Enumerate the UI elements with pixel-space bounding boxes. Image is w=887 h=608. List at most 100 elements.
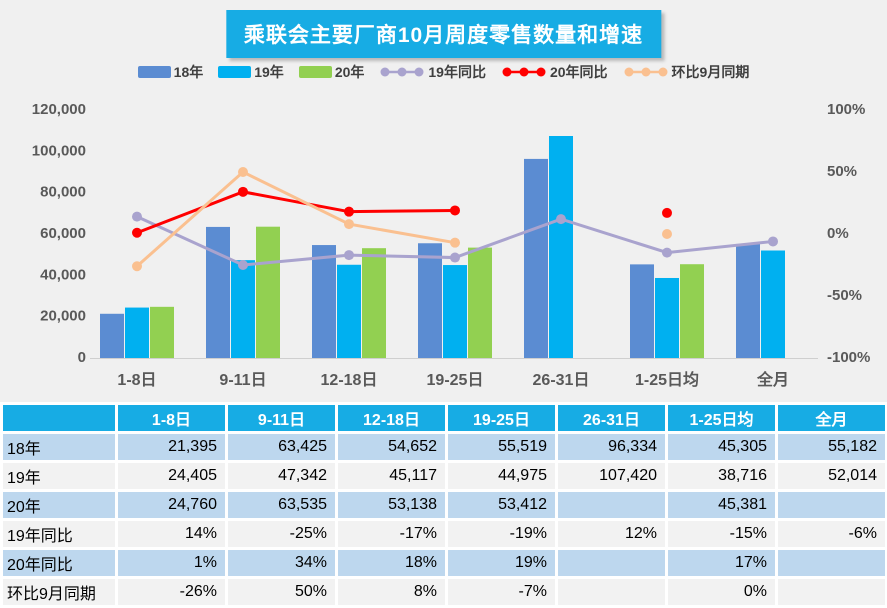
table-cell: 107,420 xyxy=(558,463,665,489)
table-cell: 44,975 xyxy=(448,463,555,489)
left-axis-tick-label: 80,000 xyxy=(40,184,86,201)
chart-section: 0 20,000 40,000 60,000 80,000 100,000 120,000 1… xyxy=(0,0,887,402)
table-header-row: 1-8日 9-11日 12-18日 19-25日 26-31日 1-25日均 全月 xyxy=(3,405,885,431)
table-cell: 0% xyxy=(668,579,775,605)
combo-chart: 0 20,000 40,000 60,000 80,000 100,000 120,000 1… xyxy=(32,101,871,389)
row-label: 20年同比 xyxy=(3,550,115,576)
legend-label: 环比9月同期 xyxy=(671,64,750,80)
bar-segment-2-1 xyxy=(256,226,280,358)
row-label: 19年 xyxy=(3,463,115,489)
data-table-section: 1-8日 9-11日 12-18日 19-25日 26-31日 1-25日均 全月 18年 2… xyxy=(0,402,887,608)
bar-segment-2-3 xyxy=(468,247,492,358)
data-point-0-4 xyxy=(556,214,566,225)
left-axis-tick-label: 0 xyxy=(78,349,86,366)
table-cell: 55,182 xyxy=(778,434,885,460)
table-cell: 18% xyxy=(338,550,445,576)
table-cell: 45,381 xyxy=(668,492,775,518)
data-point-2-5 xyxy=(662,229,672,239)
table-cell xyxy=(558,550,665,576)
table-cell xyxy=(778,579,885,605)
data-point-0-0 xyxy=(132,211,142,222)
x-axis-label: 1-25日均 xyxy=(635,370,699,389)
table-row-0: 18年 21,395 63,425 54,652 55,519 96,334 45,305 5… xyxy=(3,434,885,460)
table-cell: -19% xyxy=(448,521,555,547)
x-axis-label: 9-11日 xyxy=(219,371,266,389)
bar-segment-0-6 xyxy=(736,243,760,358)
table-cell: 54,652 xyxy=(338,434,445,460)
line-series-2 xyxy=(135,170,457,268)
table-cell: 38,716 xyxy=(668,463,775,489)
table-row-4: 20年同比 1% 34% 18% 19% 17% xyxy=(3,550,885,576)
bar-segment-0-3 xyxy=(418,243,442,358)
legend-item-4: 20年同比 xyxy=(501,62,608,82)
table-cell: 24,405 xyxy=(118,463,225,489)
legend-item-3: 19年同比 xyxy=(379,62,486,82)
data-point-0-6 xyxy=(768,236,778,247)
right-axis-tick-label: -50% xyxy=(827,287,862,304)
left-axis-tick-label: 100,000 xyxy=(32,142,86,159)
bar-segment-0-0 xyxy=(100,313,124,358)
table-header-cell: 26-31日 xyxy=(558,405,665,431)
table-cell: 34% xyxy=(228,550,335,576)
table-cell: 50% xyxy=(228,579,335,605)
x-axis-label: 26-31日 xyxy=(533,371,590,389)
table-cell xyxy=(778,550,885,576)
data-point-2-1 xyxy=(238,167,248,177)
table-header-cell: 12-18日 xyxy=(338,405,445,431)
table-cell: -17% xyxy=(338,521,445,547)
bar-segment-2-5 xyxy=(680,264,704,358)
legend-label: 18年 xyxy=(173,64,204,80)
data-point-2-0 xyxy=(132,261,142,272)
bar-segment-0-2 xyxy=(312,245,336,358)
bar-segment-1-1 xyxy=(231,260,255,358)
table-header-cell: 1-25日均 xyxy=(668,405,775,431)
table-cell: 55,519 xyxy=(448,434,555,460)
legend-bar-swatch-icon xyxy=(218,66,252,78)
row-label: 19年同比 xyxy=(3,521,115,547)
right-axis-tick-label: 100% xyxy=(827,101,865,118)
table-cell: 14% xyxy=(118,521,225,547)
chart-title: 乘联会主要厂商10月周度零售数量和增速 xyxy=(225,10,662,58)
table-cell: 47,342 xyxy=(228,463,335,489)
table-cell: 63,425 xyxy=(228,434,335,460)
table-header-cell: 19-25日 xyxy=(448,405,555,431)
legend-item-1: 19年 xyxy=(218,62,284,82)
table-cell: 8% xyxy=(338,579,445,605)
table-cell: 45,305 xyxy=(668,434,775,460)
legend-item-2: 20年 xyxy=(298,62,364,82)
table-cell: -25% xyxy=(228,521,335,547)
data-point-1-0 xyxy=(132,227,142,238)
data-point-0-3 xyxy=(450,252,460,263)
legend-label: 20年同比 xyxy=(549,64,608,80)
data-table: 1-8日 9-11日 12-18日 19-25日 26-31日 1-25日均 全月 18年 2… xyxy=(0,402,887,608)
legend-line-swatch-icon xyxy=(502,67,546,77)
table-cell: 24,760 xyxy=(118,492,225,518)
table-cell: 12% xyxy=(558,521,665,547)
legend-item-5: 环比9月同期 xyxy=(623,62,750,82)
table-cell: 19% xyxy=(448,550,555,576)
table-cell: 52,014 xyxy=(778,463,885,489)
right-axis-tick-label: -100% xyxy=(827,349,870,366)
bar-segment-1-4 xyxy=(549,135,573,358)
table-cell: -15% xyxy=(668,521,775,547)
x-axis-label: 12-18日 xyxy=(321,371,378,389)
line-series-1 xyxy=(135,190,457,235)
row-label: 环比9月同期 xyxy=(3,579,115,605)
data-point-1-5 xyxy=(662,207,672,218)
table-cell: -6% xyxy=(778,521,885,547)
right-axis-tick-label: 0% xyxy=(827,225,849,242)
chart-legend: 18年 19年 20年 19年同比 20年同比 环比9月同期 xyxy=(0,62,887,82)
data-point-2-3 xyxy=(450,237,460,248)
table-cell: 21,395 xyxy=(118,434,225,460)
table-row-3: 19年同比 14% -25% -17% -19% 12% -15% -6% xyxy=(3,521,885,547)
bar-segment-0-5 xyxy=(630,264,654,358)
table-row-5: 环比9月同期 -26% 50% 8% -7% 0% xyxy=(3,579,885,605)
left-axis-tick-label: 120,000 xyxy=(32,101,86,118)
bar-segment-1-6 xyxy=(761,250,785,358)
table-cell xyxy=(558,579,665,605)
table-cell: -26% xyxy=(118,579,225,605)
legend-bar-swatch-icon xyxy=(298,66,332,78)
legend-label: 19年同比 xyxy=(428,64,486,80)
table-cell: 53,412 xyxy=(448,492,555,518)
data-point-1-1 xyxy=(238,186,248,197)
